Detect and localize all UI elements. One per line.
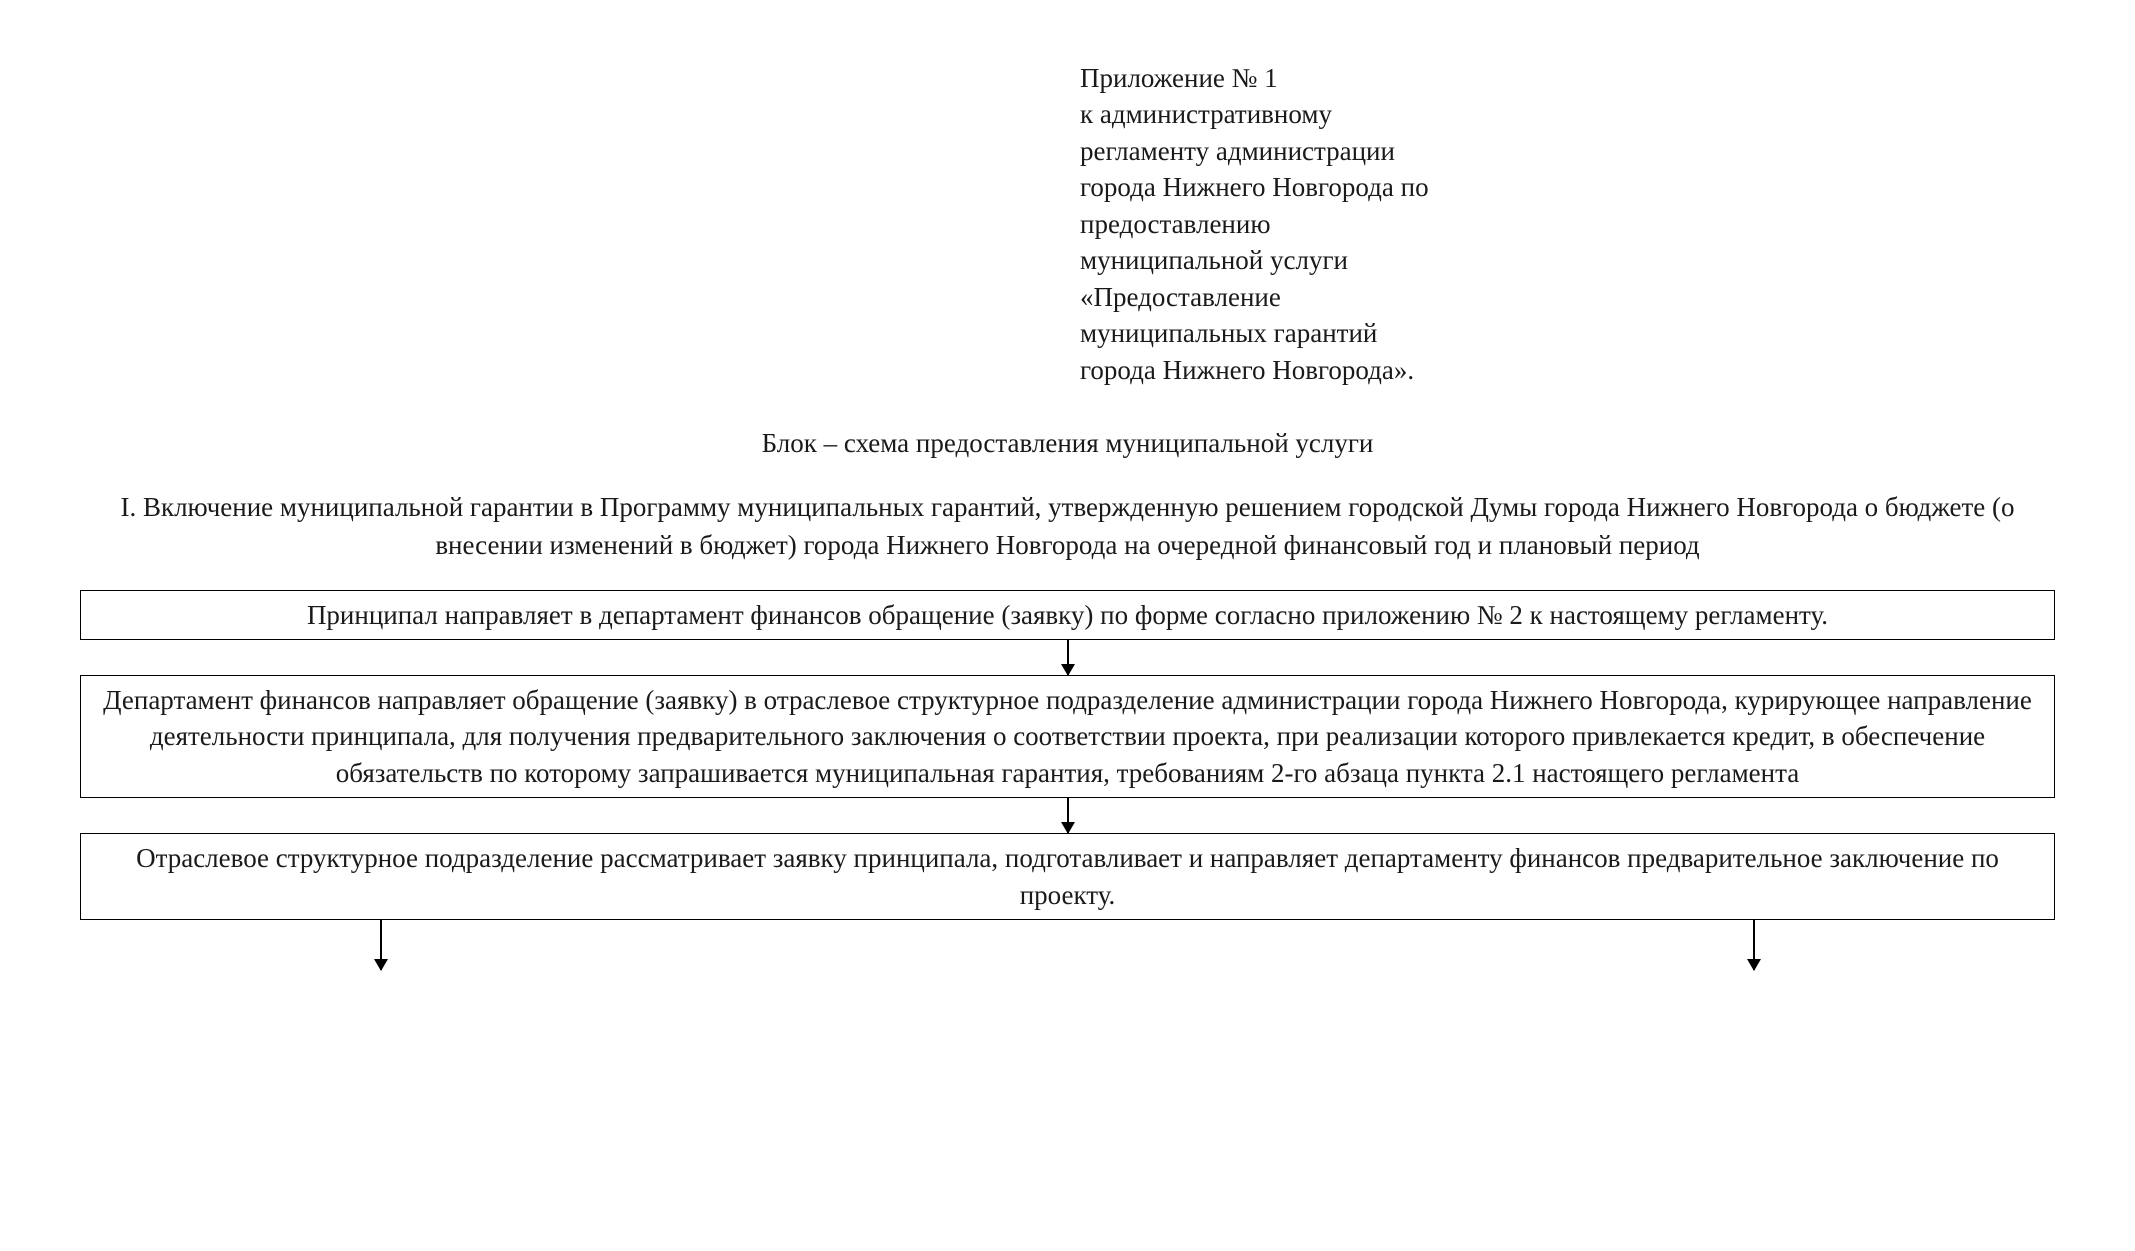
header-line: предоставлению (1080, 206, 1500, 242)
header-line: к административному (1080, 96, 1500, 132)
down-arrow-icon (1067, 640, 1069, 675)
down-arrow-icon (1067, 798, 1069, 833)
flow-node-2: Департамент финансов направляет обращени… (80, 675, 2055, 798)
header-line: муниципальных гарантий (1080, 315, 1500, 351)
appendix-header: Приложение № 1 к административному регла… (1080, 60, 1500, 388)
section-title: I. Включение муниципальной гарантии в Пр… (80, 489, 2055, 565)
header-line: регламенту администрации (1080, 133, 1500, 169)
header-line: «Предоставление (1080, 279, 1500, 315)
header-line: города Нижнего Новгорода». (1080, 352, 1500, 388)
document-title: Блок – схема предоставления муниципально… (80, 428, 2055, 459)
arrow-connector (80, 640, 2055, 675)
flowchart-container: Принципал направляет в департамент финан… (80, 590, 2055, 971)
down-arrow-icon (380, 920, 382, 970)
flow-node-3: Отраслевое структурное подразделение рас… (80, 833, 2055, 920)
header-line: Приложение № 1 (1080, 60, 1500, 96)
header-line: муниципальной услуги (1080, 242, 1500, 278)
arrow-split-connector (80, 920, 2055, 970)
header-line: города Нижнего Новгорода по (1080, 169, 1500, 205)
flow-node-1: Принципал направляет в департамент финан… (80, 590, 2055, 640)
down-arrow-icon (1753, 920, 1755, 970)
arrow-connector (80, 798, 2055, 833)
